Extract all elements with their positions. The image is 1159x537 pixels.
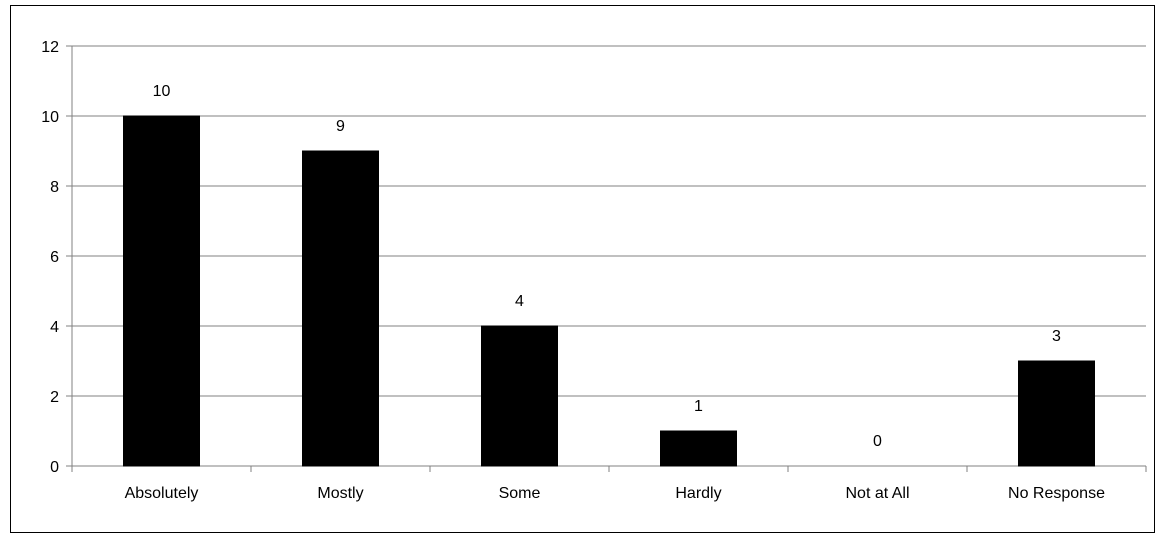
bar-no-response bbox=[1018, 360, 1095, 467]
y-tick-label: 12 bbox=[41, 39, 59, 56]
axes bbox=[66, 45, 1147, 472]
category-label: Absolutely bbox=[125, 485, 199, 502]
data-label: 0 bbox=[873, 433, 882, 450]
bar-hardly bbox=[660, 430, 737, 467]
data-label: 9 bbox=[336, 118, 345, 135]
labels: 0 2 4 6 8 10 12 10 Absolutely 9 Mostly 4 Some 1 Hardly… bbox=[41, 39, 1105, 502]
y-tick-label: 8 bbox=[50, 179, 59, 196]
bar-absolutely bbox=[123, 115, 200, 467]
grid-lines bbox=[72, 45, 1146, 397]
y-tick-label: 6 bbox=[50, 249, 59, 266]
y-tick-label: 0 bbox=[50, 459, 59, 476]
chart-frame bbox=[10, 5, 1155, 533]
data-label: 3 bbox=[1052, 328, 1061, 345]
data-label: 4 bbox=[515, 293, 524, 310]
bar-some bbox=[481, 325, 558, 467]
bar-mostly bbox=[302, 150, 379, 467]
y-tick-label: 10 bbox=[41, 109, 59, 126]
y-tick-label: 4 bbox=[50, 319, 59, 336]
bars bbox=[123, 115, 1095, 467]
category-label: Some bbox=[499, 485, 541, 502]
data-label: 1 bbox=[694, 398, 703, 415]
category-label: Not at All bbox=[845, 485, 909, 502]
category-label: Mostly bbox=[317, 485, 363, 502]
data-label: 10 bbox=[153, 83, 171, 100]
category-label: No Response bbox=[1008, 485, 1105, 502]
category-label: Hardly bbox=[675, 485, 721, 502]
y-tick-label: 2 bbox=[50, 389, 59, 406]
